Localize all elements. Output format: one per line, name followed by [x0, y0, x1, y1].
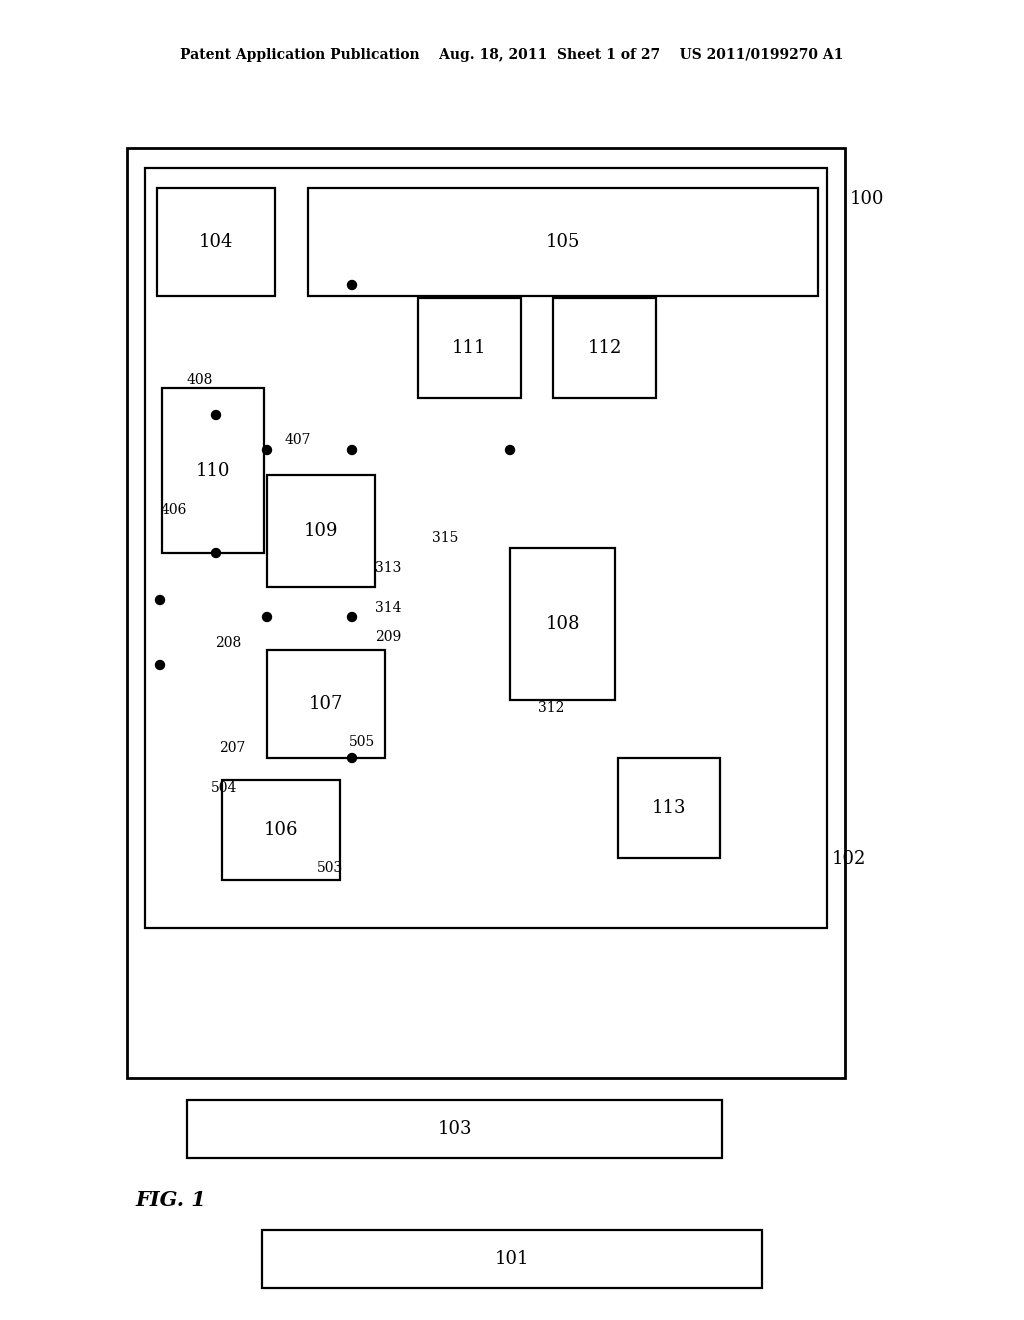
Bar	[510, 548, 615, 700]
Text: 208: 208	[215, 636, 241, 649]
Text: 108: 108	[545, 615, 580, 634]
Circle shape	[262, 446, 271, 454]
Text: 406: 406	[161, 503, 187, 517]
Bar	[127, 148, 845, 1078]
Circle shape	[212, 411, 220, 420]
Text: 104: 104	[199, 234, 233, 251]
Bar	[262, 1230, 762, 1288]
Text: 109: 109	[304, 521, 338, 540]
Bar	[187, 1100, 722, 1158]
Bar	[222, 780, 340, 880]
Text: 103: 103	[437, 1119, 472, 1138]
Text: 315: 315	[432, 531, 458, 545]
Bar	[157, 187, 275, 296]
Text: 111: 111	[453, 339, 486, 356]
Bar	[308, 187, 818, 296]
Text: 209: 209	[375, 630, 401, 644]
Text: 312: 312	[538, 701, 564, 715]
Circle shape	[156, 660, 165, 669]
Text: 313: 313	[375, 561, 401, 576]
Bar	[553, 298, 656, 399]
Bar	[162, 388, 264, 553]
Text: 408: 408	[186, 374, 213, 387]
Circle shape	[506, 446, 514, 454]
Circle shape	[156, 595, 165, 605]
Circle shape	[347, 612, 356, 622]
Text: 503: 503	[316, 861, 343, 875]
Text: 107: 107	[309, 696, 343, 713]
Circle shape	[212, 549, 220, 557]
Bar	[145, 168, 827, 928]
Text: 112: 112	[588, 339, 622, 356]
Text: 504: 504	[211, 781, 238, 795]
Circle shape	[347, 281, 356, 289]
Text: 106: 106	[264, 821, 298, 840]
Text: 314: 314	[375, 601, 401, 615]
Bar	[267, 649, 385, 758]
Text: 207: 207	[219, 741, 245, 755]
Bar	[267, 475, 375, 587]
Circle shape	[347, 754, 356, 763]
Text: 105: 105	[546, 234, 581, 251]
Bar	[618, 758, 720, 858]
Text: 113: 113	[651, 799, 686, 817]
Text: 100: 100	[850, 190, 885, 209]
Text: 101: 101	[495, 1250, 529, 1269]
Circle shape	[347, 446, 356, 454]
Text: FIG. 1: FIG. 1	[135, 1191, 206, 1210]
Text: 407: 407	[285, 433, 311, 447]
Bar	[418, 298, 521, 399]
Text: 505: 505	[349, 735, 375, 748]
Circle shape	[262, 612, 271, 622]
Text: Patent Application Publication    Aug. 18, 2011  Sheet 1 of 27    US 2011/019927: Patent Application Publication Aug. 18, …	[180, 48, 844, 62]
Text: 110: 110	[196, 462, 230, 479]
Text: 102: 102	[831, 850, 866, 869]
